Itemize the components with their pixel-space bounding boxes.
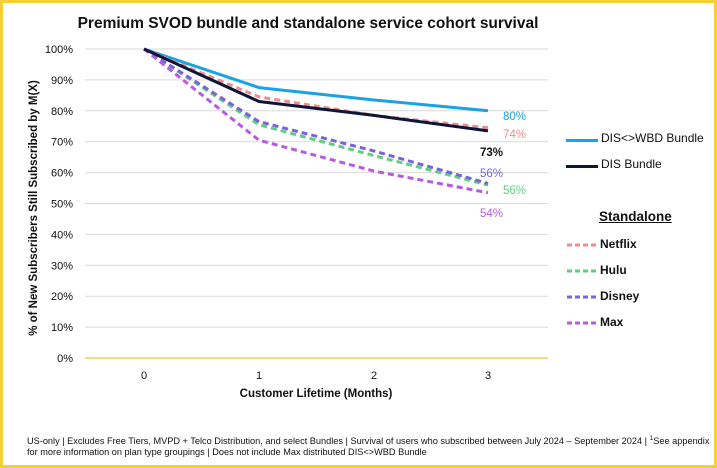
x-axis-label: Customer Lifetime (Months) [240,388,393,400]
legend-label: Disney [600,289,640,303]
gridlines [85,48,548,359]
end-label-max: 54% [480,208,503,220]
end-label-netflix: 74% [503,129,526,141]
legend-label: Hulu [600,263,627,277]
footnote-text: US-only | Excludes Free Tiers, MVPD + Te… [27,436,650,447]
end-label-dis-wbd-bundle: 80% [503,111,526,123]
x-tick-label: 0 [141,370,147,382]
legend-swatch [566,165,598,168]
series-line-hulu [143,47,489,187]
y-tick-label: 30% [51,260,73,272]
y-tick-label: 40% [51,229,73,241]
series-line-max [143,47,489,195]
end-label-dis-bundle: 73% [480,147,503,159]
y-tick-label: 90% [51,75,73,87]
series-line-disney [143,47,489,185]
legend-item-hulu: Hulu [566,263,706,281]
end-value-labels: 80%73%74%56%56%54% [480,111,526,220]
y-tick-label: 80% [51,106,73,118]
series-lines [143,47,489,195]
legend-swatch [567,321,597,325]
series-line-dis-wbd-bundle [143,47,489,113]
y-axis-tick-labels: 0% 10% 20% 30% 40% 50% 60% 70% 80% 90% 100% [45,44,73,365]
standalone-heading: Standalone [599,209,672,224]
y-tick-label: 100% [45,44,73,56]
footnote-line-2: for more information on plan type groupi… [27,447,427,458]
line-chart: 0% 10% 20% 30% 40% 50% 60% 70% 80% 90% 100% 0 1 2 3 C… [28,44,548,400]
footnote-superscript: 1 [649,435,654,442]
y-tick-label: 70% [51,137,73,149]
legend-swatch [567,269,597,273]
footnote-tail: See appendix [653,436,710,447]
legend-item-disney: Disney [566,289,706,307]
legend-swatch [567,295,597,299]
legend-item-max: Max [566,315,706,333]
y-tick-label: 0% [57,353,73,365]
series-line-dis-bundle [143,47,489,133]
footnote-line-1: US-only | Excludes Free Tiers, MVPD + Te… [27,433,717,447]
legend-label: DIS<>WBD Bundle [601,131,704,145]
y-tick-label: 10% [51,322,73,334]
y-tick-label: 50% [51,199,73,211]
series-line-netflix [143,47,489,130]
legend-swatch [566,139,598,142]
chart-title: Premium SVOD bundle and standalone servi… [77,15,539,32]
legend-item-netflix: Netflix [566,237,706,255]
y-axis-label: % of New Subscribers Still Subscribed by… [28,80,40,336]
end-label-disney: 56% [480,168,503,180]
legend-label: Max [600,315,624,329]
x-axis-tick-labels: 0 1 2 3 [141,370,491,382]
y-tick-label: 20% [51,291,73,303]
x-tick-label: 2 [371,370,377,382]
legend-swatch [567,243,597,247]
legend-label: DIS Bundle [601,157,662,171]
x-tick-label: 1 [256,370,262,382]
footnote: US-only | Excludes Free Tiers, MVPD + Te… [27,433,717,458]
x-tick-label: 3 [485,370,491,382]
end-label-hulu: 56% [503,185,526,197]
legend-label: Netflix [600,237,637,251]
y-tick-label: 60% [51,168,73,180]
